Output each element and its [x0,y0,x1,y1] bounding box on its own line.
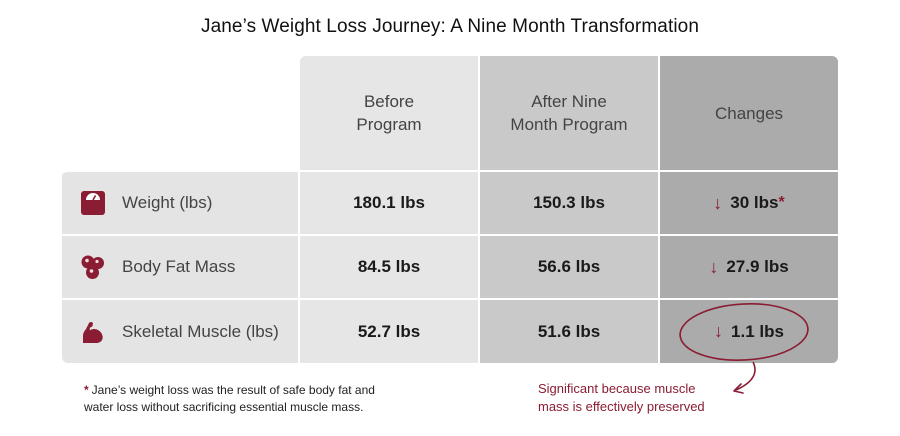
skeletal-muscle-change-value: ↓ 1.1 lbs [660,298,838,363]
annotation-line-2: mass is effectively preserved [538,399,705,414]
weight-before-value: 180.1 lbs [300,170,478,234]
annotation-text: Significant because muscle mass is effec… [538,380,705,416]
annotation-arrow [735,361,756,391]
footnote-line-2: water loss without sacrificing essential… [84,400,364,414]
row-label-weight: Weight (lbs) [62,170,298,234]
footnote-line-1: Jane’s weight loss was the result of saf… [91,383,375,397]
comparison-table: Before Program After Nine Month Program … [62,56,838,363]
row-label-body-fat: Body Fat Mass [62,234,298,298]
row-label-text: Skeletal Muscle (lbs) [122,321,279,341]
body-fat-after-value: 56.6 lbs [480,234,658,298]
table-corner [62,56,298,170]
fat-cells-icon [81,255,104,279]
body-fat-change-value: ↓ 27.9 lbs [660,234,838,298]
header-after-program: After Nine Month Program [480,56,658,170]
skeletal-muscle-before-value: 52.7 lbs [300,298,478,363]
footnote: * Jane’s weight loss was the result of sa… [84,382,375,416]
scale-icon [81,191,105,215]
flexed-arm-icon [83,321,103,343]
annotation-arrow-head [733,383,744,394]
footnote-marker: * [778,194,785,211]
row-label-skeletal-muscle: Skeletal Muscle (lbs) [62,298,298,363]
down-arrow-icon: ↓ [709,256,719,277]
down-arrow-icon: ↓ [714,321,724,341]
body-fat-before-value: 84.5 lbs [300,234,478,298]
row-label-text: Weight (lbs) [122,193,213,212]
header-changes: Changes [660,56,838,170]
page-title: Jane’s Weight Loss Journey: A Nine Month… [200,16,699,37]
row-label-text: Body Fat Mass [122,257,236,276]
header-before-program: Before Program [300,56,478,170]
weight-after-value: 150.3 lbs [480,170,658,234]
weight-change-value: ↓ 30 lbs * [660,170,838,234]
down-arrow-icon: ↓ [713,192,723,213]
skeletal-muscle-after-value: 51.6 lbs [480,298,658,363]
footnote-marker: * [84,383,89,397]
annotation-line-1: Significant because muscle [538,381,696,396]
